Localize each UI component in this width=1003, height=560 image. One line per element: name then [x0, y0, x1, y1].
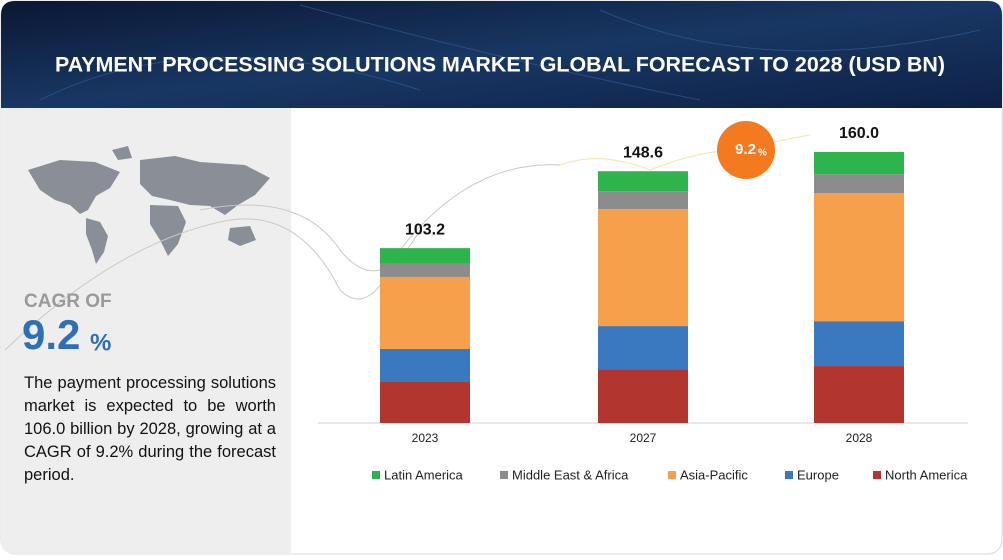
bar-segment: [598, 171, 688, 192]
cagr-bubble-value: 9.2: [735, 141, 756, 158]
legend-label: Asia-Pacific: [680, 467, 748, 482]
legend-label: Latin America: [384, 467, 464, 482]
legend-swatch: [785, 471, 793, 479]
cagr-bubble-unit: %: [758, 148, 767, 159]
legend-swatch: [873, 471, 881, 479]
bar-segment: [380, 263, 470, 277]
bar-segment: [598, 209, 688, 327]
total-label: 103.2: [405, 221, 445, 238]
x-tick-label: 2028: [846, 431, 873, 445]
description: The payment processing solutions market …: [24, 374, 276, 484]
header-decoration: [39, 4, 981, 101]
bar-segment: [380, 348, 470, 382]
legend-label: Middle East & Africa: [512, 467, 629, 482]
cagr-bubble: [717, 121, 775, 179]
cagr-label: CAGR OF: [24, 291, 112, 312]
bar-segment: [814, 193, 904, 322]
bar-segment: [814, 321, 904, 367]
world-map: [28, 146, 270, 264]
bar-segment: [814, 366, 904, 423]
legend-label: North America: [885, 467, 968, 482]
legend-swatch: [668, 471, 676, 479]
bar-segment: [380, 248, 470, 264]
bar-segment: [814, 174, 904, 194]
x-tick-label: 2023: [412, 431, 439, 445]
bar-segment: [598, 369, 688, 423]
cagr-unit: %: [90, 329, 111, 356]
legend-swatch: [372, 471, 380, 479]
total-label: 148.6: [623, 144, 663, 161]
bar-segment: [380, 276, 470, 349]
legend-label: Europe: [797, 467, 839, 482]
side-panel: [1, 108, 291, 554]
chart-title: PAYMENT PROCESSING SOLUTIONS MARKET GLOB…: [55, 54, 945, 77]
header: [1, 1, 1002, 108]
x-tick-label: 2027: [630, 431, 657, 445]
bar-segment: [814, 151, 904, 175]
total-label: 160.0: [839, 125, 879, 142]
bar-segment: [380, 381, 470, 423]
cagr-value: 9.2: [22, 311, 80, 358]
legend-swatch: [500, 471, 508, 479]
decorative-curve: [559, 134, 811, 171]
bar-segment: [598, 326, 688, 370]
bar-segment: [598, 191, 688, 210]
